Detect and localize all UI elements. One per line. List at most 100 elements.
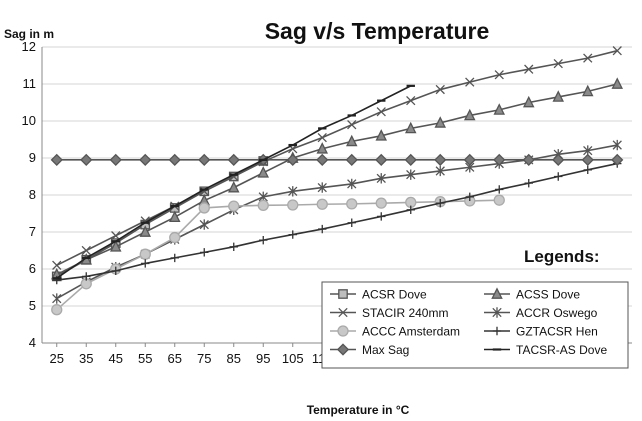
legend-item: ACCR Oswego xyxy=(484,306,598,320)
y-tick-label: 4 xyxy=(29,335,36,350)
asterisk-marker xyxy=(288,186,298,197)
y-tick-label: 10 xyxy=(22,113,36,128)
circle-marker xyxy=(51,304,63,316)
circle-marker xyxy=(346,198,358,210)
plus-marker xyxy=(259,235,268,245)
legend-item: TACSR-AS Dove xyxy=(484,343,607,357)
legend-item: STACIR 240mm xyxy=(330,306,448,320)
triangle-marker xyxy=(404,121,417,134)
legend-label: GZTACSR Hen xyxy=(516,325,598,339)
diamond-marker xyxy=(404,153,417,166)
plus-marker xyxy=(318,224,327,234)
series-accc-amsterdam xyxy=(51,194,505,316)
x-tick-label: 45 xyxy=(109,351,123,366)
plus-marker xyxy=(229,242,238,251)
series-line xyxy=(56,49,618,267)
diamond-marker xyxy=(80,153,93,166)
series-max-sag xyxy=(50,153,624,166)
triangle-marker xyxy=(109,240,122,252)
x-marker xyxy=(406,95,416,106)
triangle-marker xyxy=(493,103,506,115)
y-tick-label: 12 xyxy=(22,39,36,54)
circle-marker xyxy=(316,198,328,210)
diamond-marker xyxy=(109,153,122,166)
x-tick-label: 85 xyxy=(227,351,241,366)
x-tick-label: 75 xyxy=(197,351,211,366)
y-tick-label: 9 xyxy=(29,150,36,165)
asterisk-marker xyxy=(317,182,327,193)
x-marker xyxy=(376,107,386,117)
x-marker xyxy=(435,84,445,95)
series-group xyxy=(50,46,624,316)
triangle-marker xyxy=(463,108,476,121)
triangle-marker xyxy=(257,166,270,178)
legend-item: ACSS Dove xyxy=(484,287,580,302)
x-tick-label: 55 xyxy=(138,351,152,366)
plus-marker xyxy=(436,198,445,208)
triangle-marker xyxy=(316,142,329,154)
chart-text: Sag v/s Temperature Sag in m Temperature… xyxy=(4,18,600,417)
y-tick-label: 7 xyxy=(29,224,36,239)
x-marker xyxy=(612,46,622,56)
asterisk-marker xyxy=(612,139,622,151)
triangle-marker xyxy=(491,287,503,299)
legend-label: ACCR Oswego xyxy=(516,306,598,320)
circle-marker xyxy=(139,248,151,260)
grid-lines xyxy=(42,46,632,344)
legend-box xyxy=(321,281,629,369)
diamond-marker xyxy=(227,153,240,166)
plus-marker xyxy=(82,272,91,281)
plus-marker xyxy=(170,253,179,263)
plus-marker xyxy=(111,266,120,276)
y-tick-label: 6 xyxy=(29,261,36,276)
plus-marker xyxy=(288,230,297,239)
triangle-marker xyxy=(522,95,535,108)
asterisk-marker xyxy=(347,178,357,190)
legend-label: STACIR 240mm xyxy=(362,306,448,320)
chart-title: Sag v/s Temperature xyxy=(265,18,490,44)
circle-marker xyxy=(257,199,269,212)
triangle-marker xyxy=(139,225,152,237)
x-marker xyxy=(111,231,121,241)
legend-label: ACSR Dove xyxy=(362,288,427,302)
y-tick-label: 5 xyxy=(29,298,36,313)
diamond-marker xyxy=(552,153,565,166)
series-tacsr-as-dove xyxy=(52,84,415,280)
diamond-marker xyxy=(493,153,506,166)
diamond-marker xyxy=(375,153,388,166)
legend-item: GZTACSR Hen xyxy=(484,325,598,339)
triangle-marker xyxy=(227,180,240,193)
triangle-marker xyxy=(375,129,388,141)
x-tick-label: 105 xyxy=(282,351,304,366)
legend-label: Max Sag xyxy=(362,343,409,357)
x-marker xyxy=(347,120,357,130)
legend-item: Max Sag xyxy=(330,343,409,357)
diamond-marker xyxy=(168,153,181,166)
plus-marker xyxy=(141,259,150,268)
square-marker xyxy=(338,289,348,299)
diamond-marker xyxy=(463,153,476,166)
legend: ACSR Dove ACSS Dove STACIR 240mm ACCR Osweg… xyxy=(321,281,629,369)
asterisk-marker xyxy=(376,173,386,184)
legend-item: ACCC Amsterdam xyxy=(330,325,460,339)
x-marker xyxy=(465,77,475,87)
x-marker xyxy=(52,260,62,270)
triangle-marker xyxy=(611,77,624,89)
diamond-marker xyxy=(316,153,329,166)
diamond-marker xyxy=(522,153,535,166)
x-tick-label: 65 xyxy=(168,351,182,366)
plus-marker xyxy=(495,185,504,194)
plus-marker xyxy=(465,192,474,202)
y-axis-label: Sag in m xyxy=(4,27,54,41)
series-line xyxy=(56,162,618,281)
circle-marker xyxy=(287,199,299,211)
diamond-marker xyxy=(434,153,447,166)
x-tick-label: 25 xyxy=(50,351,64,366)
diamond-marker xyxy=(611,153,624,166)
plus-marker xyxy=(377,212,386,221)
series-accr-oswego xyxy=(52,139,622,304)
asterisk-marker xyxy=(199,219,209,230)
asterisk-marker xyxy=(435,165,445,177)
asterisk-marker xyxy=(406,169,416,180)
